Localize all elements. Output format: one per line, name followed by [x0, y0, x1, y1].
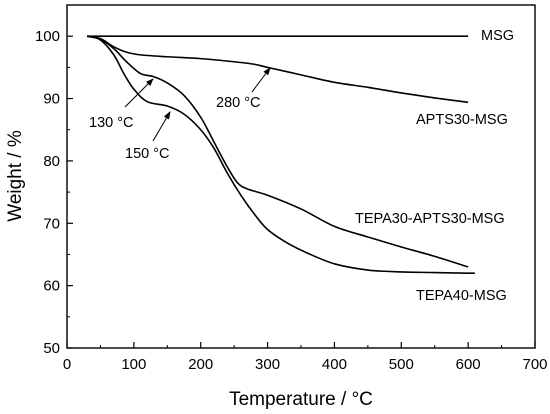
annotation-arrow-280 — [251, 67, 271, 93]
annotation-label-280: 280 °C — [216, 95, 261, 111]
y-tick-label: 90 — [43, 91, 60, 108]
x-tick-label: 300 — [255, 356, 280, 373]
series-label-apts30-msg: APTS30-MSG — [416, 112, 508, 128]
x-tick-label: 700 — [522, 356, 547, 373]
series-label-tepa30-apts30-msg: TEPA30-APTS30-MSG — [355, 211, 505, 227]
annotation-arrow-130 — [124, 78, 154, 108]
y-axis-title: Weight / % — [5, 130, 26, 222]
x-tick-label: 400 — [322, 356, 347, 373]
x-tick-label: 200 — [188, 356, 213, 373]
y-tick-label: 80 — [43, 153, 60, 170]
series-label-tepa40-msg: TEPA40-MSG — [416, 288, 507, 304]
axis-ticks — [66, 4, 536, 349]
series-line-tepa40-msg — [86, 35, 475, 275]
y-tick-label: 60 — [43, 278, 60, 295]
y-tick-label: 100 — [35, 28, 60, 45]
y-tick-label: 70 — [43, 215, 60, 232]
x-axis-title: Temperature / °C — [229, 389, 373, 410]
series-line-tepa30-apts30-msg — [86, 35, 469, 268]
x-tick-label: 500 — [389, 356, 414, 373]
x-tick-label: 600 — [456, 356, 481, 373]
series-label-msg: MSG — [481, 28, 514, 44]
x-tick-label: 0 — [63, 356, 71, 373]
tick-labels: 0 100 200 300 400 500 600 700 50 60 70 80 90 100 — [35, 28, 548, 373]
y-tick-label: 50 — [43, 340, 60, 357]
annotation-label-130: 130 °C — [89, 115, 134, 131]
x-tick-label: 100 — [121, 356, 146, 373]
series-lines — [86, 35, 475, 275]
annotation-arrow-150 — [152, 111, 171, 142]
series-line-apts30-msg — [86, 35, 469, 104]
annotation-label-150: 150 °C — [125, 146, 170, 162]
